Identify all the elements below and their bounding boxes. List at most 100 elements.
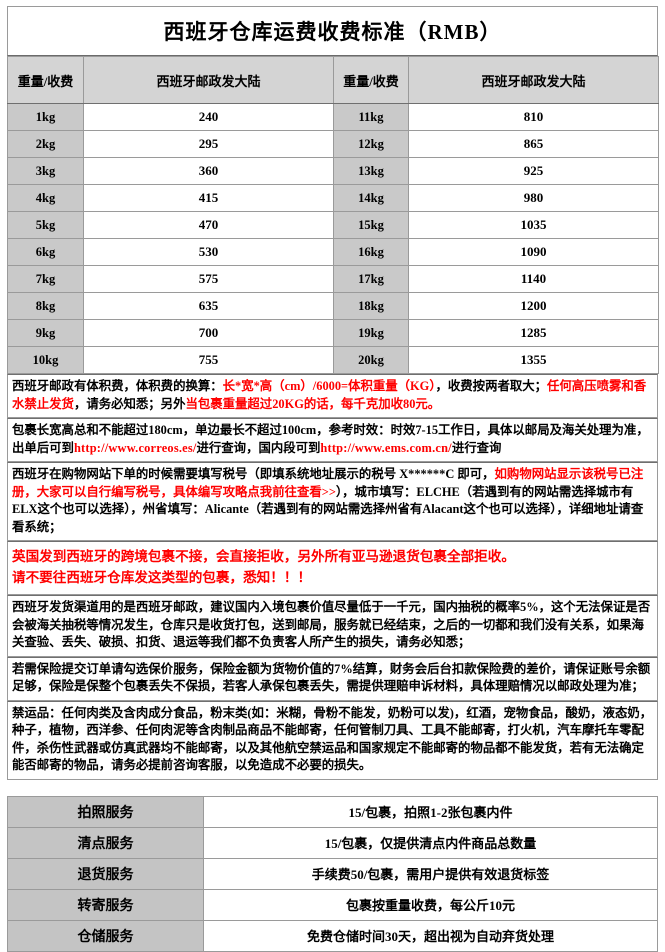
note-volume-aerosol-ban: 任何高压喷雾和香水禁止发货 xyxy=(12,379,647,411)
weight-cell: 4kg xyxy=(7,184,84,212)
price-cell: 1140 xyxy=(408,265,659,293)
table-row: 清点服务 15/包裹，仅提供清点内件商品总数量 xyxy=(7,826,658,859)
table-row: 3kg 360 13kg 925 xyxy=(7,157,659,185)
weight-cell: 14kg xyxy=(333,184,409,212)
service-description: 手续费50/包裹，需用户提供有效退货标签 xyxy=(203,857,658,890)
weight-cell: 16kg xyxy=(333,238,409,266)
price-sheet-page: 西班牙仓库运费收费标准（RMB） 重量/收费 西班牙邮政发大陆 重量/收费 西班… xyxy=(7,6,659,952)
services-table-body: 拍照服务 15/包裹，拍照1-2张包裹内件 清点服务 15/包裹，仅提供清点内件… xyxy=(7,795,658,952)
price-cell: 1355 xyxy=(408,346,659,374)
note-volume-seg1: 西班牙邮政有体积费，体积费的换算： xyxy=(12,379,223,393)
note-volume-fee: 西班牙邮政有体积费，体积费的换算：长*宽*高（cm）/6000=体积重量（KG）… xyxy=(7,374,658,418)
note-tax-seg1: 西班牙在购物网站下单的时候需要填写税号（即填系统地址展示的税号 X******C… xyxy=(12,467,495,481)
service-description: 15/包裹，仅提供清点内件商品总数量 xyxy=(203,826,658,859)
weight-cell: 15kg xyxy=(333,211,409,239)
price-cell: 470 xyxy=(83,211,334,239)
price-cell: 755 xyxy=(83,346,334,374)
notes-section: 西班牙邮政有体积费，体积费的换算：长*宽*高（cm）/6000=体积重量（KG）… xyxy=(7,374,658,780)
note-volume-seg5: ，请务必知悉；另外 xyxy=(73,396,186,411)
warning-line-2: 请不要往西班牙仓库发这类型的包裹，悉知！！！ xyxy=(12,570,312,585)
price-cell: 240 xyxy=(83,103,334,131)
table-row: 转寄服务 包裹按重量收费，每公斤10元 xyxy=(7,888,658,921)
table-row: 10kg 755 20kg 1355 xyxy=(7,346,659,374)
service-name: 拍照服务 xyxy=(7,795,204,828)
price-cell: 1035 xyxy=(408,211,659,239)
header-weight-right: 重量/收费 xyxy=(333,56,409,104)
table-row: 退货服务 手续费50/包裹，需用户提供有效退货标签 xyxy=(7,857,658,890)
table-row: 7kg 575 17kg 1140 xyxy=(7,265,659,293)
value-added-services-table: 拍照服务 15/包裹，拍照1-2张包裹内件 清点服务 15/包裹，仅提供清点内件… xyxy=(7,795,658,952)
weight-cell: 3kg xyxy=(7,157,84,185)
weight-cell: 11kg xyxy=(333,103,409,131)
note-tax-guide-link[interactable]: 如购物网站显示该税号已注册，大家可以自行编写税号，具体编写攻略点我前往查看>> xyxy=(12,467,644,499)
note-size-seg2: 进行查询，国内段可到 xyxy=(196,440,321,455)
table-row: 5kg 470 15kg 1035 xyxy=(7,211,659,239)
table-row: 6kg 530 16kg 1090 xyxy=(7,238,659,266)
weight-cell: 19kg xyxy=(333,319,409,347)
note-customs-disclaimer: 西班牙发货渠道用的是西班牙邮政，建议国内入境包裹价值尽量低于一千元，国内抽税的概… xyxy=(7,595,658,657)
table-row: 9kg 700 19kg 1285 xyxy=(7,319,659,347)
weight-cell: 8kg xyxy=(7,292,84,320)
service-name: 退货服务 xyxy=(7,857,204,890)
weight-cell: 13kg xyxy=(333,157,409,185)
table-row: 仓储服务 免费仓储时间30天，超出视为自动弃货处理 xyxy=(7,919,658,952)
price-cell: 415 xyxy=(83,184,334,212)
table-row: 1kg 240 11kg 810 xyxy=(7,103,659,131)
note-size-seg3: 进行查询 xyxy=(451,440,502,455)
title-box: 西班牙仓库运费收费标准（RMB） xyxy=(7,6,658,56)
table-row: 2kg 295 12kg 865 xyxy=(7,130,659,158)
tracking-link-ems[interactable]: http://www.ems.com.cn/ xyxy=(320,440,452,455)
weight-cell: 10kg xyxy=(7,346,84,374)
price-cell: 925 xyxy=(408,157,659,185)
weight-cell: 2kg xyxy=(7,130,84,158)
table-row: 拍照服务 15/包裹，拍照1-2张包裹内件 xyxy=(7,795,658,828)
price-cell: 1200 xyxy=(408,292,659,320)
price-cell: 360 xyxy=(83,157,334,185)
note-size-seg1: 包裹长宽高总和不能超过180cm，单边最长不超过100cm，参考时效：时效7-1… xyxy=(12,423,649,455)
service-name: 转寄服务 xyxy=(7,888,204,921)
price-cell: 700 xyxy=(83,319,334,347)
price-cell: 1090 xyxy=(408,238,659,266)
note-volume-overweight-surcharge: 当包裹重量超过20KG的话，每千克加收80元。 xyxy=(185,396,441,411)
service-description: 15/包裹，拍照1-2张包裹内件 xyxy=(203,795,658,828)
rate-table-header-row: 重量/收费 西班牙邮政发大陆 重量/收费 西班牙邮政发大陆 xyxy=(7,56,659,104)
table-row: 8kg 635 18kg 1200 xyxy=(7,292,659,320)
service-description: 包裹按重量收费，每公斤10元 xyxy=(203,888,658,921)
price-cell: 980 xyxy=(408,184,659,212)
note-rejection-warning: 英国发到西班牙的跨境包裹不接，会直接拒收，另外所有亚马逊退货包裹全部拒收。 请不要… xyxy=(7,541,658,595)
price-cell: 865 xyxy=(408,130,659,158)
note-size-limits: 包裹长宽高总和不能超过180cm，单边最长不超过100cm，参考时效：时效7-1… xyxy=(7,418,658,462)
weight-cell: 18kg xyxy=(333,292,409,320)
service-name: 清点服务 xyxy=(7,826,204,859)
weight-cell: 5kg xyxy=(7,211,84,239)
weight-cell: 6kg xyxy=(7,238,84,266)
price-cell: 1285 xyxy=(408,319,659,347)
price-cell: 530 xyxy=(83,238,334,266)
weight-cell: 17kg xyxy=(333,265,409,293)
shipping-rate-table: 重量/收费 西班牙邮政发大陆 重量/收费 西班牙邮政发大陆 1kg 240 11… xyxy=(7,56,659,374)
price-cell: 575 xyxy=(83,265,334,293)
weight-cell: 7kg xyxy=(7,265,84,293)
note-prohibited-items: 禁运品：任何肉类及含肉成分食品，粉末类(如：米糊，骨粉不能发，奶粉可以发)，红酒… xyxy=(7,700,658,780)
page-title: 西班牙仓库运费收费标准（RMB） xyxy=(163,20,502,44)
service-name: 仓储服务 xyxy=(7,919,204,952)
note-volume-seg3: ，收费按两者取大； xyxy=(435,379,548,393)
rate-table-body: 1kg 240 11kg 810 2kg 295 12kg 865 3kg 36… xyxy=(7,103,659,374)
weight-cell: 9kg xyxy=(7,319,84,347)
note-tax-number: 西班牙在购物网站下单的时候需要填写税号（即填系统地址展示的税号 X******C… xyxy=(7,462,658,541)
price-cell: 635 xyxy=(83,292,334,320)
service-description: 免费仓储时间30天，超出视为自动弃货处理 xyxy=(203,919,658,952)
tracking-link-correos[interactable]: http://www.correos.es/ xyxy=(73,440,197,455)
note-tax-seg3: ），城市填写：ELCHE（若遇到有的网站需选择城市有ELX这个也可以选择），州省… xyxy=(12,484,644,534)
table-row: 4kg 415 14kg 980 xyxy=(7,184,659,212)
warning-line-1: 英国发到西班牙的跨境包裹不接，会直接拒收，另外所有亚马逊退货包裹全部拒收。 xyxy=(12,549,515,564)
price-cell: 810 xyxy=(408,103,659,131)
header-price-right: 西班牙邮政发大陆 xyxy=(408,56,659,104)
weight-cell: 20kg xyxy=(333,346,409,374)
weight-cell: 12kg xyxy=(333,130,409,158)
note-insurance: 若需保险提交订单请勾选保价服务，保险金额为货物价值的7%结算，财务会后台扣款保险… xyxy=(7,656,658,701)
weight-cell: 1kg xyxy=(7,103,84,131)
header-weight-left: 重量/收费 xyxy=(7,56,84,104)
note-volume-formula: 长*宽*高（cm）/6000=体积重量（KG） xyxy=(222,379,436,393)
price-cell: 295 xyxy=(83,130,334,158)
